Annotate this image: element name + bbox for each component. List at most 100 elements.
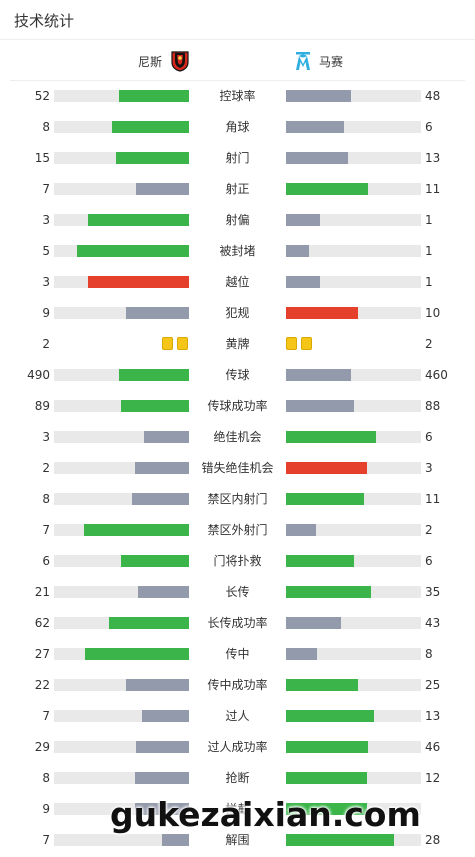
- away-stat-value: 35: [425, 585, 441, 599]
- away-stat-bar-track: [286, 276, 421, 288]
- away-stat-value: 13: [425, 151, 441, 165]
- stat-row: 7 禁区外射门 2: [0, 515, 475, 546]
- away-stat-bar-track: [286, 90, 421, 102]
- home-stat-bar-track: [54, 90, 189, 102]
- stat-row: 9 犯规 10: [0, 298, 475, 329]
- home-stat-bar-track: [54, 772, 189, 784]
- stat-label: 犯规: [225, 306, 250, 320]
- home-stat-bar-track: [54, 555, 189, 567]
- stat-label: 长传成功率: [207, 616, 268, 630]
- stat-label: 抢断: [225, 771, 250, 785]
- away-stat-bar-track: [286, 121, 421, 133]
- home-stat-bar-track: [54, 307, 189, 319]
- home-stat-bar-fill: [136, 741, 189, 753]
- away-stat-bar-track: [286, 400, 421, 412]
- stat-row: 22 传中成功率 25: [0, 670, 475, 701]
- teams-header: 尼斯 马赛: [10, 41, 465, 81]
- stat-label: 过人成功率: [207, 740, 268, 754]
- home-stat-bar-track: [54, 214, 189, 226]
- home-stat-value: 9: [42, 802, 50, 816]
- home-stat-value: 7: [42, 523, 50, 537]
- away-stat-bar-fill: [286, 462, 367, 474]
- stat-row: 2 黄牌 2: [0, 329, 475, 360]
- stat-label: 传球: [225, 368, 250, 382]
- stat-row: 7 射正 11: [0, 174, 475, 205]
- home-stat-bar-track: [54, 741, 189, 753]
- home-stat-bar-fill: [85, 648, 189, 660]
- away-stat-bar-fill: [286, 214, 320, 226]
- home-stat-bar-track: [54, 710, 189, 722]
- stat-row: 62 长传成功率 43: [0, 608, 475, 639]
- away-stat-value: 3: [425, 461, 433, 475]
- away-stat-value: 8: [425, 647, 433, 661]
- olympique-marseille-crest-icon: [293, 50, 313, 72]
- home-stat-bar-fill: [135, 462, 189, 474]
- home-stat-bar-fill: [109, 617, 189, 629]
- home-stat-bar-track: [54, 803, 189, 815]
- home-stat-value: 21: [34, 585, 50, 599]
- stat-label: 禁区内射门: [207, 492, 268, 506]
- home-stat-value: 89: [34, 399, 50, 413]
- stat-label: 绝佳机会: [213, 430, 262, 444]
- away-stat-value: 13: [425, 709, 441, 723]
- stat-label: 传球成功率: [207, 399, 268, 413]
- stat-label: 门将扑救: [213, 554, 262, 568]
- away-stat-value: 2: [425, 523, 433, 537]
- home-stat-bar-fill: [84, 524, 189, 536]
- stat-row: 8 禁区内射门 11: [0, 484, 475, 515]
- home-stat-bar-fill: [138, 586, 189, 598]
- home-stat-bar-fill: [88, 276, 189, 288]
- stat-label: 错失绝佳机会: [201, 461, 274, 475]
- stat-row: 490 传球 460: [0, 360, 475, 391]
- home-stat-bar-track: [54, 400, 189, 412]
- away-stat-bar-track: [286, 524, 421, 536]
- away-stat-value: 11: [425, 182, 441, 196]
- stat-label: 越位: [225, 275, 250, 289]
- away-stat-bar-fill: [286, 834, 394, 846]
- away-team[interactable]: 马赛: [293, 41, 343, 81]
- home-stat-value: 5: [42, 244, 50, 258]
- home-stat-bar-track: [54, 121, 189, 133]
- stat-row: 8 抢断 12: [0, 763, 475, 794]
- away-stat-value: 43: [425, 616, 441, 630]
- away-stat-bar-fill: [286, 524, 316, 536]
- home-stat-bar-track: [54, 183, 189, 195]
- away-stat-bar-fill: [286, 431, 376, 443]
- away-stat-bar-fill: [286, 276, 320, 288]
- home-stat-bar-fill: [132, 493, 189, 505]
- home-stat-bar-fill: [135, 803, 189, 815]
- away-stat-value: 1: [425, 275, 433, 289]
- away-stat-value: 12: [425, 771, 441, 785]
- away-stat-bar-track: [286, 493, 421, 505]
- yellow-card-icon: [286, 337, 297, 350]
- stat-row: 7 过人 13: [0, 701, 475, 732]
- away-stat-value: 460: [425, 368, 448, 382]
- home-stat-value: 6: [42, 554, 50, 568]
- home-stat-value: 9: [42, 306, 50, 320]
- away-stat-value: 2: [425, 337, 433, 351]
- away-stat-bar-fill: [286, 803, 367, 815]
- away-stat-bar-track: [286, 369, 421, 381]
- home-stat-value: 27: [34, 647, 50, 661]
- home-team[interactable]: 尼斯: [138, 41, 190, 81]
- home-stat-bar-fill: [119, 369, 189, 381]
- stat-row: 6 门将扑救 6: [0, 546, 475, 577]
- away-stat-bar-track: [286, 152, 421, 164]
- away-stat-bar-fill: [286, 90, 351, 102]
- away-stat-value: 46: [425, 740, 441, 754]
- away-stat-value: 10: [425, 306, 441, 320]
- away-stat-bar-track: [286, 245, 421, 257]
- home-stat-bar-fill: [121, 400, 189, 412]
- yellow-card-icon: [301, 337, 312, 350]
- home-stat-value: 490: [27, 368, 50, 382]
- home-stat-bar-fill: [126, 307, 189, 319]
- home-stat-bar-track: [54, 152, 189, 164]
- stat-label: 射偏: [225, 213, 250, 227]
- home-stat-bar-track: [54, 276, 189, 288]
- away-stat-value: 6: [425, 120, 433, 134]
- yellow-card-icon: [177, 337, 188, 350]
- home-team-name: 尼斯: [138, 54, 163, 69]
- away-stat-bar-track: [286, 772, 421, 784]
- away-stat-value: 88: [425, 399, 441, 413]
- away-stat-value: 25: [425, 678, 441, 692]
